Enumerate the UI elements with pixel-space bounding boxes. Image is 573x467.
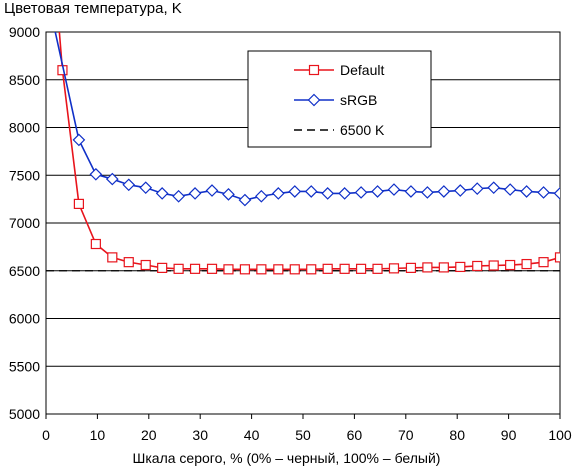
x-tick-label-70: 70 <box>398 427 414 443</box>
x-tick-label-0: 0 <box>42 427 50 443</box>
point-srgb-77.4 <box>437 185 451 198</box>
point-default-93.5 <box>521 258 532 270</box>
point-default-41.9 <box>256 264 267 275</box>
point-default-64.5 <box>372 263 383 274</box>
point-srgb-64.5 <box>371 185 384 198</box>
point-srgb-41.9 <box>255 189 268 203</box>
x-tick-label-50: 50 <box>295 427 311 443</box>
point-srgb-67.7 <box>387 183 401 196</box>
point-srgb-93.5 <box>520 185 533 198</box>
point-srgb-25.8 <box>172 189 185 203</box>
point-default-51.6 <box>306 264 317 275</box>
point-default-77.4 <box>438 262 449 273</box>
point-srgb-96.8 <box>537 186 550 199</box>
point-srgb-12.9 <box>105 172 119 186</box>
point-default-6.4 <box>73 198 84 209</box>
point-srgb-35.5 <box>222 188 235 201</box>
point-default-38.7 <box>239 264 251 275</box>
point-srgb-22.6 <box>155 187 169 200</box>
legend-marker-srgb <box>307 93 321 107</box>
point-default-80.6 <box>455 261 466 273</box>
point-default-16.1 <box>123 257 134 268</box>
x-tick-label-60: 60 <box>347 427 363 443</box>
x-tick-label-30: 30 <box>192 427 208 443</box>
point-default-61.3 <box>355 263 367 274</box>
x-tick-label-90: 90 <box>501 427 517 443</box>
point-srgb-19.4 <box>139 181 153 195</box>
legend: Default sRGB 6500 K <box>247 50 432 148</box>
point-srgb-29 <box>188 187 202 200</box>
x-tick-label-20: 20 <box>141 427 157 443</box>
point-srgb-48.4 <box>288 185 302 198</box>
y-tick-label-8000: 8000 <box>9 120 40 136</box>
point-srgb-90.3 <box>503 183 517 196</box>
point-default-54.8 <box>322 263 333 274</box>
x-tick-label-80: 80 <box>449 427 465 443</box>
point-default-100 <box>554 252 560 263</box>
point-srgb-32.3 <box>205 184 219 197</box>
point-default-67.7 <box>388 263 400 274</box>
y-tick-label-7500: 7500 <box>9 167 40 183</box>
point-default-12.9 <box>107 252 118 263</box>
point-default-48.4 <box>289 264 300 275</box>
point-default-32.3 <box>206 263 218 274</box>
point-default-90.3 <box>505 259 516 271</box>
y-tick-label-6000: 6000 <box>9 311 40 327</box>
y-tick-label-8500: 8500 <box>9 72 40 88</box>
point-srgb-58.1 <box>338 187 351 200</box>
point-default-83.9 <box>472 260 483 272</box>
point-default-71 <box>405 262 417 273</box>
point-srgb-71 <box>404 185 418 198</box>
point-srgb-6.4 <box>72 133 86 147</box>
plot-area <box>46 32 560 275</box>
point-default-19.4 <box>140 259 151 271</box>
point-srgb-87.1 <box>487 181 501 195</box>
point-default-96.8 <box>538 257 549 268</box>
point-srgb-61.3 <box>354 186 368 199</box>
point-default-74.2 <box>422 262 433 273</box>
point-default-58.1 <box>339 263 350 274</box>
point-srgb-100 <box>553 187 560 200</box>
legend-marker-default <box>308 64 320 76</box>
point-default-22.6 <box>157 262 168 273</box>
x-axis-title: Шкала серого, % (0% – черный, 100% – бел… <box>132 450 441 466</box>
chart-title: Цветовая температура, K <box>4 0 182 17</box>
point-srgb-54.8 <box>321 187 335 200</box>
y-tick-label-5000: 5000 <box>9 406 40 422</box>
point-srgb-9.7 <box>89 167 103 181</box>
y-tick-label-6500: 6500 <box>9 263 40 279</box>
point-default-45.2 <box>273 264 284 275</box>
x-tick-label-40: 40 <box>244 427 260 443</box>
legend-label-6500-k: 6500 K <box>340 122 385 138</box>
y-tick-label-7000: 7000 <box>9 215 40 231</box>
point-default-87.1 <box>488 260 499 271</box>
point-srgb-38.7 <box>238 193 252 207</box>
point-srgb-45.2 <box>271 187 285 200</box>
point-default-25.8 <box>173 263 184 274</box>
point-srgb-80.6 <box>453 184 467 197</box>
point-srgb-83.9 <box>470 182 484 195</box>
legend-box <box>247 50 432 148</box>
point-default-29 <box>189 263 201 274</box>
point-default-35.5 <box>223 264 234 275</box>
point-srgb-74.2 <box>421 186 434 199</box>
point-srgb-51.6 <box>304 185 318 198</box>
x-tick-label-10: 10 <box>90 427 106 443</box>
legend-label-srgb: sRGB <box>340 92 377 108</box>
y-tick-label-9000: 9000 <box>9 24 40 40</box>
x-tick-label-100: 100 <box>548 427 572 443</box>
point-default-9.7 <box>90 238 101 250</box>
point-srgb-16.1 <box>122 178 136 192</box>
y-tick-label-5500: 5500 <box>9 358 40 374</box>
legend-label-default: Default <box>340 62 384 78</box>
